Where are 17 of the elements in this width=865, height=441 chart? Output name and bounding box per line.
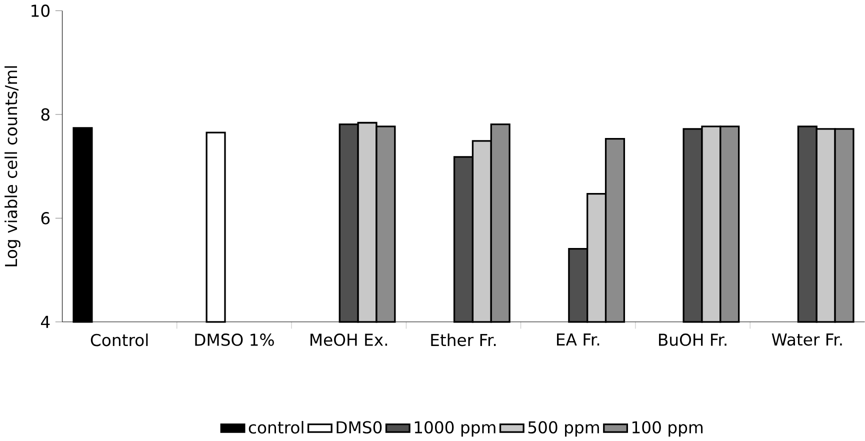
y-tick-label: 8 — [41, 108, 50, 121]
legend-label: 500 ppm — [528, 421, 599, 437]
legend-label: DMS0 — [336, 421, 382, 434]
x-tick-label: MeOH Ex. — [310, 334, 388, 346]
legend-label: 100 ppm — [632, 421, 703, 437]
x-tick-label: Ether Fr. — [431, 334, 496, 346]
y-tick-label: 6 — [41, 212, 50, 224]
x-tick-label: BuOH Fr. — [659, 334, 726, 346]
legend-label: 1000 ppm — [414, 421, 496, 437]
x-tick-label: EA Fr. — [557, 334, 600, 346]
y-axis-title: Log viable cell counts/ml — [4, 66, 20, 266]
y-tick-label: 10 — [32, 4, 50, 17]
y-tick-label: 4 — [40, 316, 50, 328]
x-tick-label: Water Fr. — [772, 334, 842, 346]
x-tick-label: DMSO 1% — [195, 334, 274, 346]
legend-label: control — [248, 421, 304, 434]
x-tick-label: Control — [90, 334, 148, 346]
